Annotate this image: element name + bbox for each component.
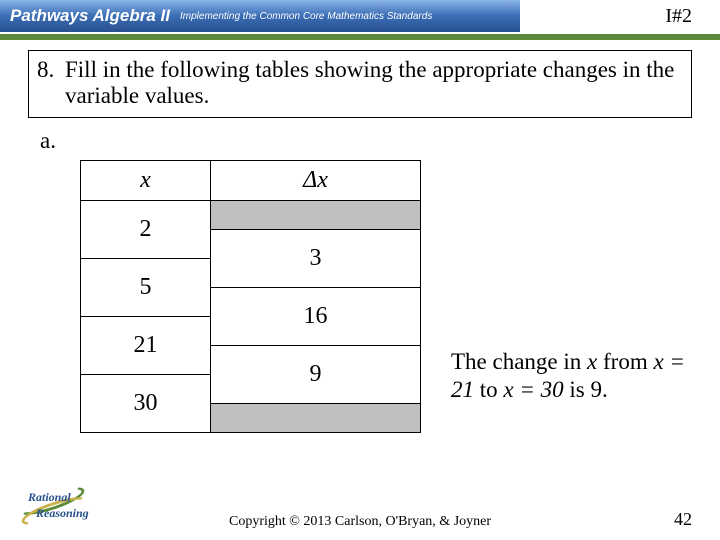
- logo-text-1: Rational: [28, 490, 71, 505]
- delta-table: x Δx 2 3 5 16 21 9 30: [80, 160, 421, 433]
- table-area: x Δx 2 3 5 16 21 9 30 The change in x fr…: [0, 160, 720, 433]
- note-mid2: to: [474, 377, 503, 402]
- col-header-x: x: [81, 161, 211, 201]
- note-prefix: The change in: [451, 349, 587, 374]
- dx-cell-1: 16: [211, 288, 421, 346]
- dx-cell-2: 9: [211, 346, 421, 404]
- x-cell-2: 21: [81, 317, 211, 375]
- x-cell-0: 2: [81, 201, 211, 259]
- header-gradient: Pathways Algebra II Implementing the Com…: [0, 0, 520, 32]
- rational-reasoning-logo: Rational Reasoning: [14, 488, 94, 528]
- x-cell-3: 30: [81, 375, 211, 433]
- question-text: Fill in the following tables showing the…: [65, 57, 683, 109]
- dx-blank-top: [211, 201, 421, 230]
- x-cell-1: 5: [81, 259, 211, 317]
- logo-text-2: Reasoning: [36, 506, 89, 521]
- explanation-note: The change in x from x = 21 to x = 30 is…: [451, 348, 691, 434]
- worksheet-code: I#2: [520, 5, 720, 28]
- copyright-text: Copyright © 2013 Carlson, O'Bryan, & Joy…: [0, 514, 720, 530]
- header-bar: Pathways Algebra II Implementing the Com…: [0, 0, 720, 32]
- part-label: a.: [40, 128, 720, 154]
- question-box: 8. Fill in the following tables showing …: [28, 50, 692, 118]
- page-number: 42: [674, 509, 692, 530]
- note-mid1: from: [597, 349, 653, 374]
- dx-blank-bottom: [211, 404, 421, 433]
- divider-line: [0, 34, 720, 40]
- footer: Copyright © 2013 Carlson, O'Bryan, & Joy…: [0, 514, 720, 530]
- dx-cell-0: 3: [211, 230, 421, 288]
- note-suffix: is 9.: [564, 377, 608, 402]
- note-eq2: x = 30: [503, 377, 563, 402]
- textbook-subtitle: Implementing the Common Core Mathematics…: [180, 11, 432, 22]
- note-var: x: [587, 349, 597, 374]
- textbook-title: Pathways Algebra II: [10, 6, 170, 26]
- question-number: 8.: [37, 57, 65, 109]
- col-header-dx: Δx: [211, 161, 421, 201]
